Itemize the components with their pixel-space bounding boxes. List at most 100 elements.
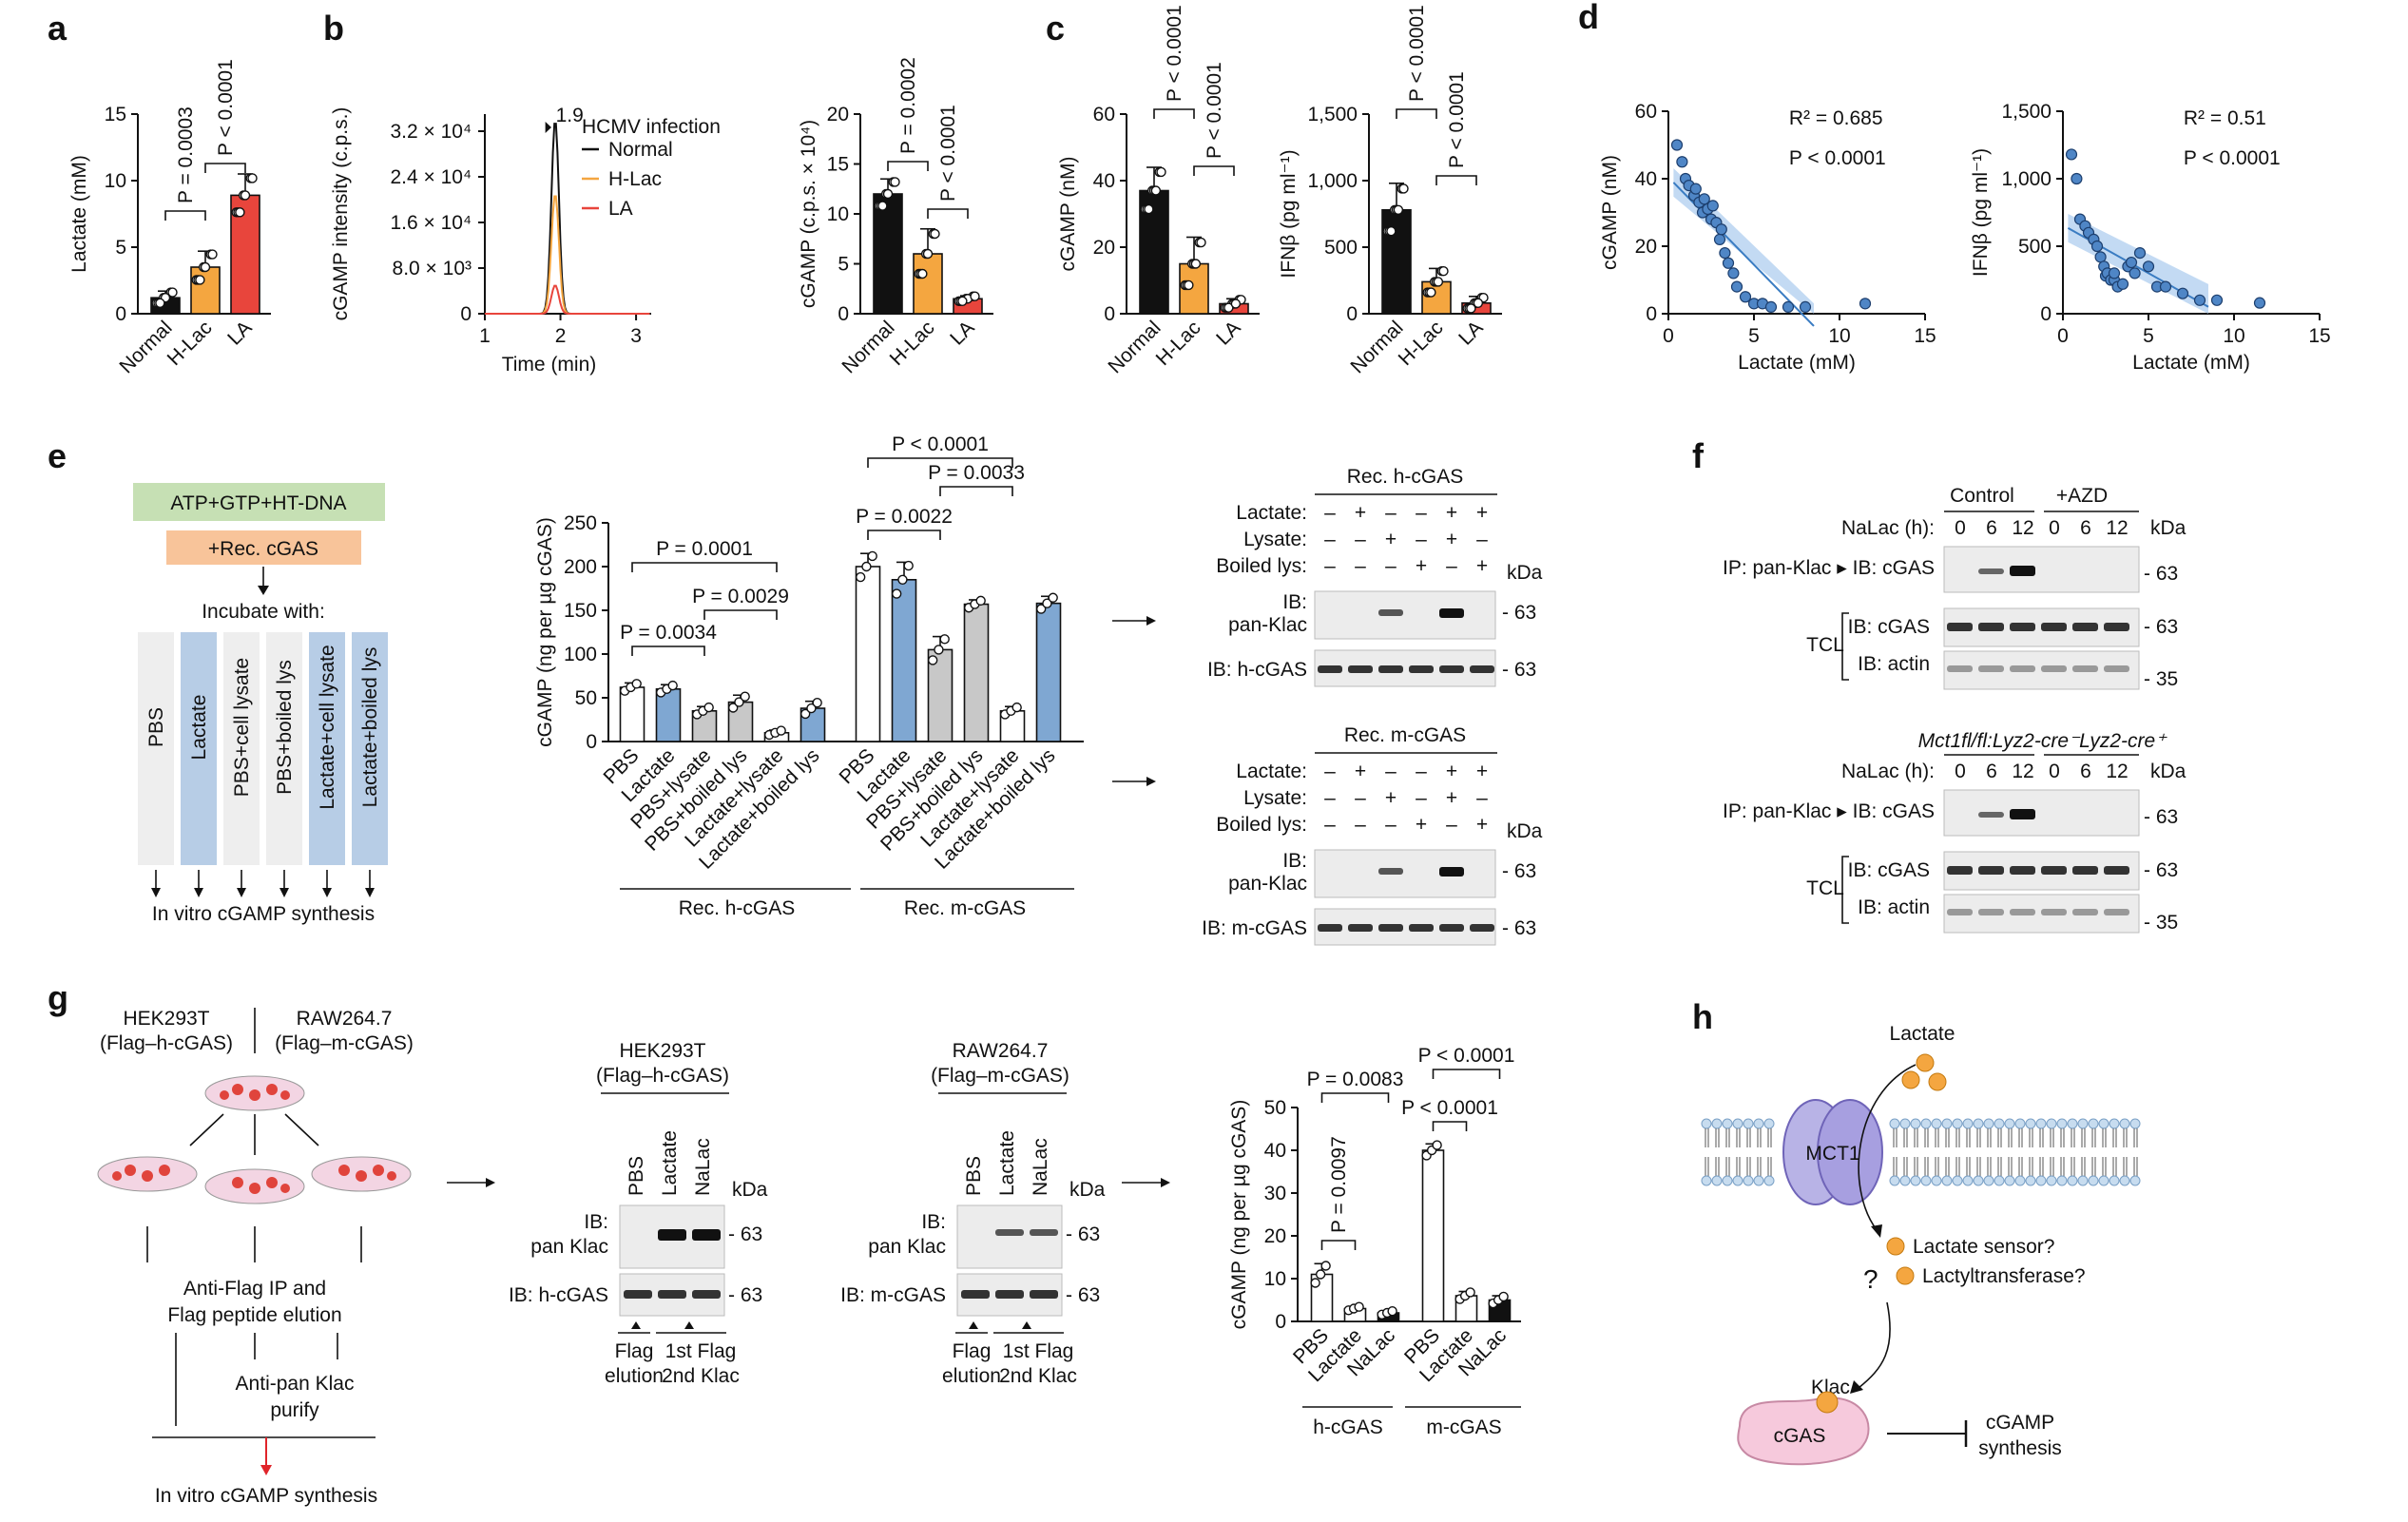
blot-sign: – bbox=[1446, 814, 1457, 836]
lipid-head-bottom bbox=[1743, 1175, 1754, 1186]
lipid-head-top bbox=[2077, 1118, 2089, 1129]
y-tick-label: 100 bbox=[564, 644, 597, 665]
data-point bbox=[1727, 267, 1740, 279]
bar bbox=[963, 603, 990, 742]
f-tcl: TCL bbox=[1806, 634, 1844, 656]
x-tick-label: Normal bbox=[838, 317, 898, 377]
blot-sign: + bbox=[1385, 529, 1397, 550]
band bbox=[1318, 924, 1342, 932]
blot-kda: kDa bbox=[1507, 820, 1543, 842]
y-tick-label: 15 bbox=[827, 154, 849, 176]
blot-kda: kDa bbox=[1507, 562, 1543, 584]
data-point bbox=[2159, 280, 2172, 293]
bar bbox=[1381, 209, 1412, 315]
band bbox=[658, 1290, 686, 1299]
lipid-head-top bbox=[1962, 1118, 1974, 1129]
h-lactate-dot-3 bbox=[1928, 1072, 1947, 1091]
lipid-head-top bbox=[1899, 1118, 1911, 1129]
g-foot1: Flag bbox=[953, 1340, 992, 1362]
blot-sign: + bbox=[1476, 761, 1488, 782]
x-tick-label: Normal bbox=[1346, 317, 1407, 377]
e-col-1 bbox=[181, 632, 217, 865]
c1-p1-label: P < 0.0001 bbox=[1164, 5, 1185, 102]
f-time: 6 bbox=[1986, 517, 1997, 539]
g-ib1b: pan Klac bbox=[530, 1236, 608, 1258]
data-point bbox=[2176, 287, 2189, 299]
data-dot bbox=[1432, 1140, 1442, 1150]
blot-row-label: Lysate: bbox=[1243, 787, 1307, 809]
blot-sign: + bbox=[1446, 787, 1457, 809]
peak-arrow bbox=[545, 122, 551, 133]
band bbox=[1947, 866, 1973, 875]
e-enzyme-label: +Rec. cGAS bbox=[208, 538, 318, 560]
blot-ib1b: pan-Klac bbox=[1228, 614, 1307, 636]
band bbox=[2104, 909, 2129, 915]
blot-sign: – bbox=[1416, 529, 1427, 550]
blot-sign: + bbox=[1385, 787, 1397, 809]
c1-p2-bracket bbox=[1193, 165, 1235, 176]
data-dot bbox=[927, 655, 938, 665]
data-dot bbox=[1315, 1269, 1326, 1280]
lipid-head-top bbox=[1732, 1118, 1743, 1129]
g-blot-title: RAW264.7 bbox=[953, 1040, 1049, 1062]
g-p4-bracket bbox=[1432, 1121, 1468, 1131]
g-foot2b: 2nd Klac bbox=[662, 1365, 740, 1387]
blot-sign: – bbox=[1355, 555, 1366, 577]
lipid-head-bottom bbox=[1899, 1175, 1911, 1186]
y-tick-label: 0 bbox=[115, 303, 126, 325]
c2-p2-bracket bbox=[1435, 175, 1477, 185]
b2-p2-label: P < 0.0001 bbox=[937, 105, 959, 202]
panel-label-a: a bbox=[48, 9, 67, 48]
f-time: 6 bbox=[1986, 761, 1997, 782]
chart-d-cgamp-scatter: 0 5 10 15 0 20 40 60 Lactate (mM) cGAMP (nM) R² = … bbox=[1599, 101, 1936, 374]
c2-p1-label: P < 0.0001 bbox=[1406, 5, 1428, 102]
g-lane-label: NaLac bbox=[1030, 1138, 1051, 1196]
blot-sign: – bbox=[1476, 787, 1488, 809]
e-arrowhead-blot-2 bbox=[1146, 777, 1156, 786]
lipid-head-top bbox=[1889, 1118, 1900, 1129]
g-mw: - 63 bbox=[728, 1223, 762, 1245]
band bbox=[2072, 909, 2098, 915]
f-mw63: - 63 bbox=[2144, 859, 2178, 881]
f-membrane-ip bbox=[1943, 789, 2140, 837]
e-p6-label: P < 0.0001 bbox=[892, 433, 989, 455]
y-tick-label: 200 bbox=[564, 556, 597, 578]
data-dot bbox=[1393, 204, 1404, 216]
lipid-head-bottom bbox=[1973, 1175, 1984, 1186]
h-lactate-dot-1 bbox=[1916, 1053, 1935, 1072]
x-tick-label: 5 bbox=[2143, 325, 2154, 347]
lipid-head-bottom bbox=[1732, 1175, 1743, 1186]
blot-sign: – bbox=[1355, 814, 1366, 836]
band bbox=[2041, 866, 2067, 875]
lipid-head-bottom bbox=[1941, 1175, 1953, 1186]
blot-ib1b: pan-Klac bbox=[1228, 873, 1307, 895]
g-foot2b: 2nd Klac bbox=[999, 1365, 1077, 1387]
data-dot bbox=[1144, 203, 1154, 215]
b2-p1-label: P = 0.0002 bbox=[897, 57, 919, 154]
y-tick-label: 0 bbox=[586, 731, 597, 753]
e-p1-bracket bbox=[631, 645, 705, 656]
lipid-head-top bbox=[1711, 1118, 1723, 1129]
band bbox=[2041, 909, 2067, 915]
g-foot1b: elution bbox=[605, 1365, 664, 1387]
g-ib1: IB: bbox=[584, 1211, 608, 1233]
blot-sign: + bbox=[1416, 555, 1427, 577]
e-col-4 bbox=[309, 632, 345, 865]
data-dot bbox=[877, 201, 888, 211]
data-dot bbox=[812, 697, 822, 708]
r-squared: R² = 0.51 bbox=[2184, 107, 2266, 129]
blot-membrane-1 bbox=[1314, 590, 1496, 640]
f-group-1: Mct1fl/fl:Lyz2-cre⁻Lyz2-cre⁺ bbox=[1918, 730, 2168, 752]
f-time: 12 bbox=[2012, 761, 2033, 782]
f-ip: IP: pan-Klac ▸ IB: cGAS bbox=[1723, 800, 1935, 822]
y-tick-label: 500 bbox=[2018, 236, 2052, 258]
blot-sign: – bbox=[1446, 555, 1457, 577]
blot-ib2: IB: h-cGAS bbox=[1207, 659, 1307, 681]
band bbox=[1439, 924, 1464, 932]
y-tick-label: 50 bbox=[575, 687, 597, 709]
g-lane-marker bbox=[969, 1321, 978, 1329]
x-tick-label: 5 bbox=[1748, 325, 1760, 347]
e-p4-bracket bbox=[867, 530, 941, 540]
g-p4-label: P < 0.0001 bbox=[1401, 1097, 1498, 1119]
